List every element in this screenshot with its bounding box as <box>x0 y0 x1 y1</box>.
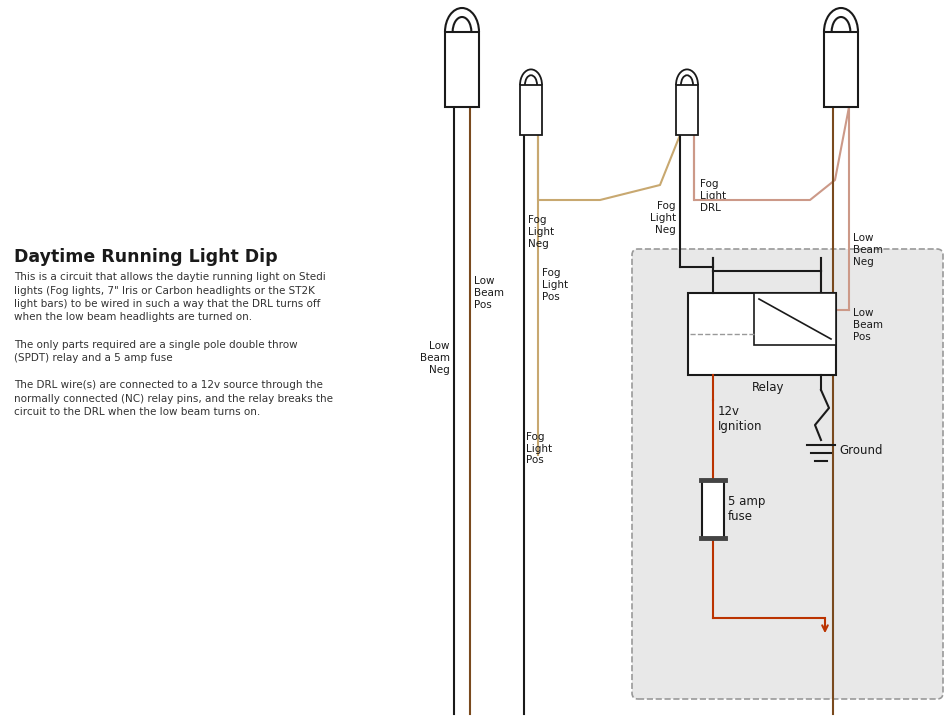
Text: Relay: Relay <box>752 381 785 394</box>
Text: The only parts required are a single pole double throw: The only parts required are a single pol… <box>14 339 298 349</box>
Text: Daytime Running Light Dip: Daytime Running Light Dip <box>14 248 278 266</box>
Text: Fog
Light
Pos: Fog Light Pos <box>526 432 552 465</box>
FancyBboxPatch shape <box>632 249 943 699</box>
Text: Low
Beam
Pos: Low Beam Pos <box>474 277 504 310</box>
Text: light bars) to be wired in such a way that the DRL turns off: light bars) to be wired in such a way th… <box>14 299 321 309</box>
Text: Fog
Light
Neg: Fog Light Neg <box>650 201 676 235</box>
Bar <box>824 32 858 107</box>
Text: normally connected (NC) relay pins, and the relay breaks the: normally connected (NC) relay pins, and … <box>14 393 333 404</box>
Text: when the low beam headlights are turned on.: when the low beam headlights are turned … <box>14 313 252 323</box>
Text: Low
Beam
Neg: Low Beam Neg <box>853 233 883 266</box>
Text: Fog
Light
DRL: Fog Light DRL <box>700 179 726 212</box>
Bar <box>702 480 724 538</box>
Text: Fog
Light
Pos: Fog Light Pos <box>542 269 568 302</box>
Bar <box>676 85 698 135</box>
Text: Fog
Light
Neg: Fog Light Neg <box>528 215 554 248</box>
Text: 5 amp
fuse: 5 amp fuse <box>728 495 766 523</box>
Bar <box>754 293 836 345</box>
Text: Ground: Ground <box>839 443 883 456</box>
Text: (SPDT) relay and a 5 amp fuse: (SPDT) relay and a 5 amp fuse <box>14 353 173 363</box>
Text: Low
Beam
Neg: Low Beam Neg <box>420 342 450 375</box>
Text: The DRL wire(s) are connected to a 12v source through the: The DRL wire(s) are connected to a 12v s… <box>14 380 323 390</box>
Text: lights (Fog lights, 7" Iris or Carbon headlights or the ST2K: lights (Fog lights, 7" Iris or Carbon he… <box>14 285 315 295</box>
Text: circuit to the DRL when the low beam turns on.: circuit to the DRL when the low beam tur… <box>14 407 260 417</box>
Text: 12v
Ignition: 12v Ignition <box>718 405 762 433</box>
Text: Low
Beam
Pos: Low Beam Pos <box>853 308 883 342</box>
Bar <box>445 32 479 107</box>
Text: This is a circuit that allows the daytie running light on Stedi: This is a circuit that allows the daytie… <box>14 272 326 282</box>
Bar <box>520 85 542 135</box>
Bar <box>688 293 836 375</box>
